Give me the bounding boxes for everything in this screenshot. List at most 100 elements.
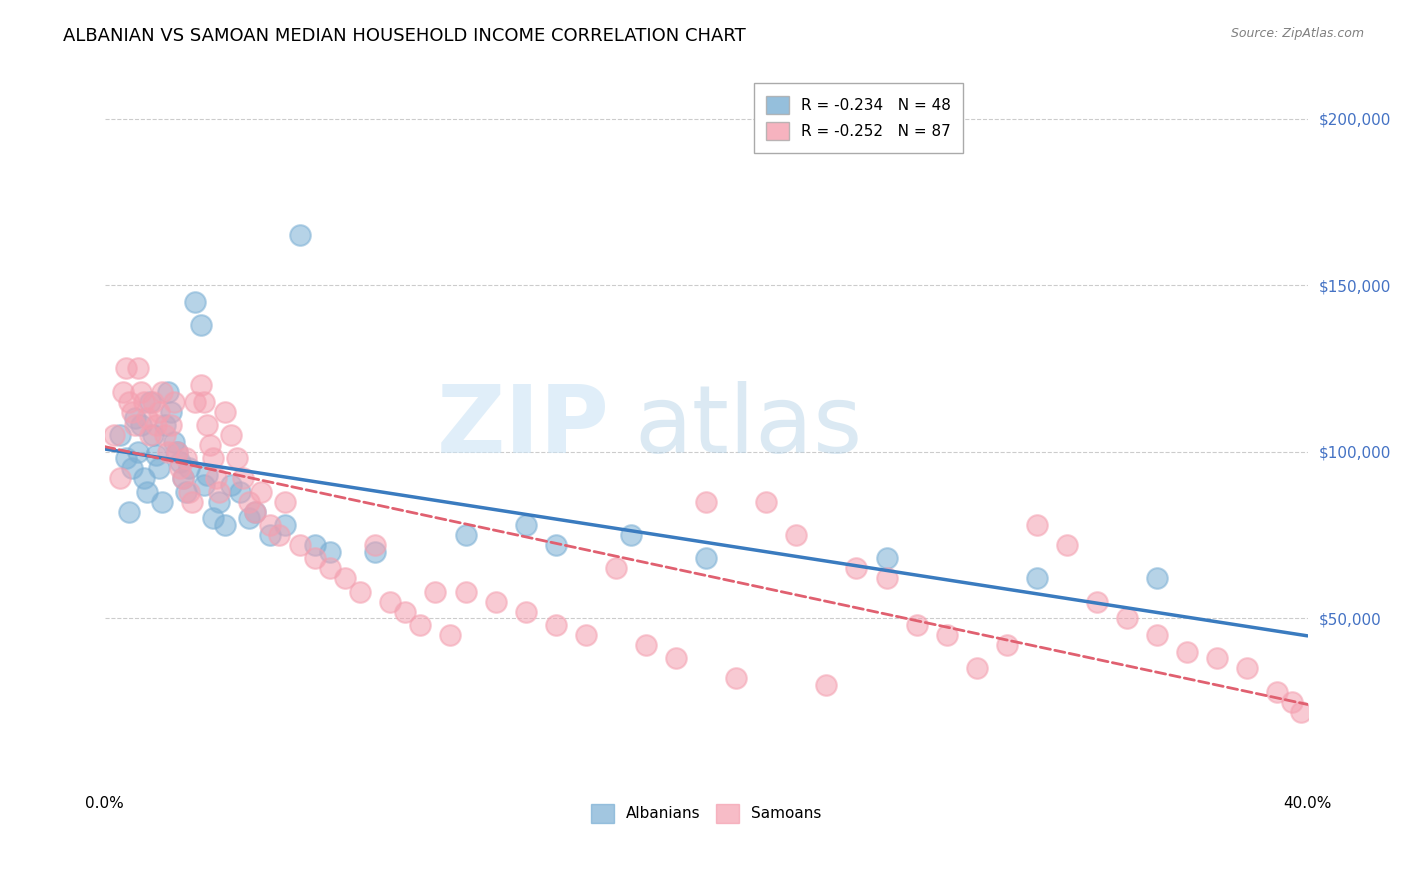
Point bbox=[1056, 538, 1078, 552]
Point bbox=[184, 394, 207, 409]
Point bbox=[364, 545, 387, 559]
Point bbox=[1281, 695, 1303, 709]
Point bbox=[201, 451, 224, 466]
Point bbox=[208, 484, 231, 499]
Point bbox=[129, 384, 152, 399]
Point bbox=[169, 461, 191, 475]
Point bbox=[172, 471, 194, 485]
Point bbox=[1116, 611, 1139, 625]
Point bbox=[1085, 595, 1108, 609]
Point bbox=[190, 318, 212, 333]
Point bbox=[575, 628, 598, 642]
Point bbox=[232, 471, 254, 485]
Point bbox=[177, 461, 200, 475]
Point bbox=[139, 428, 162, 442]
Point bbox=[177, 484, 200, 499]
Point bbox=[156, 445, 179, 459]
Point bbox=[274, 518, 297, 533]
Point bbox=[238, 495, 260, 509]
Point bbox=[174, 451, 197, 466]
Point bbox=[145, 418, 167, 433]
Point bbox=[193, 394, 215, 409]
Point bbox=[195, 418, 218, 433]
Point bbox=[259, 528, 281, 542]
Point bbox=[439, 628, 461, 642]
Point bbox=[845, 561, 868, 575]
Point bbox=[250, 484, 273, 499]
Point bbox=[148, 405, 170, 419]
Point bbox=[394, 605, 416, 619]
Point bbox=[319, 561, 342, 575]
Point bbox=[515, 518, 537, 533]
Point bbox=[121, 405, 143, 419]
Point bbox=[127, 445, 149, 459]
Point bbox=[238, 511, 260, 525]
Point bbox=[876, 551, 898, 566]
Point bbox=[695, 551, 717, 566]
Point bbox=[259, 518, 281, 533]
Point bbox=[103, 428, 125, 442]
Point bbox=[139, 394, 162, 409]
Point bbox=[174, 484, 197, 499]
Point bbox=[214, 405, 236, 419]
Point bbox=[153, 428, 176, 442]
Point bbox=[121, 461, 143, 475]
Point bbox=[785, 528, 807, 542]
Point bbox=[163, 434, 186, 449]
Point bbox=[226, 451, 249, 466]
Point bbox=[208, 495, 231, 509]
Point bbox=[876, 571, 898, 585]
Point bbox=[142, 394, 165, 409]
Point bbox=[193, 478, 215, 492]
Point bbox=[243, 505, 266, 519]
Point bbox=[544, 618, 567, 632]
Point bbox=[1291, 705, 1313, 719]
Point bbox=[160, 405, 183, 419]
Point bbox=[1236, 661, 1258, 675]
Point bbox=[166, 445, 188, 459]
Point bbox=[114, 451, 136, 466]
Point bbox=[364, 538, 387, 552]
Point bbox=[620, 528, 643, 542]
Point bbox=[198, 438, 221, 452]
Point bbox=[142, 428, 165, 442]
Point bbox=[380, 595, 402, 609]
Point bbox=[184, 294, 207, 309]
Point bbox=[319, 545, 342, 559]
Point bbox=[288, 538, 311, 552]
Point bbox=[129, 418, 152, 433]
Point bbox=[274, 495, 297, 509]
Point bbox=[966, 661, 988, 675]
Point bbox=[118, 394, 141, 409]
Point bbox=[695, 495, 717, 509]
Point bbox=[145, 448, 167, 462]
Point bbox=[156, 384, 179, 399]
Point bbox=[214, 518, 236, 533]
Point bbox=[425, 584, 447, 599]
Point bbox=[190, 378, 212, 392]
Point bbox=[166, 445, 188, 459]
Point bbox=[114, 361, 136, 376]
Point bbox=[815, 678, 838, 692]
Point bbox=[132, 471, 155, 485]
Point bbox=[180, 495, 202, 509]
Point bbox=[169, 455, 191, 469]
Point bbox=[335, 571, 357, 585]
Point bbox=[132, 394, 155, 409]
Text: ALBANIAN VS SAMOAN MEDIAN HOUSEHOLD INCOME CORRELATION CHART: ALBANIAN VS SAMOAN MEDIAN HOUSEHOLD INCO… bbox=[63, 27, 747, 45]
Point bbox=[267, 528, 290, 542]
Point bbox=[304, 538, 326, 552]
Point bbox=[304, 551, 326, 566]
Point bbox=[1146, 628, 1168, 642]
Point bbox=[905, 618, 928, 632]
Text: Source: ZipAtlas.com: Source: ZipAtlas.com bbox=[1230, 27, 1364, 40]
Text: atlas: atlas bbox=[634, 381, 862, 473]
Point bbox=[755, 495, 778, 509]
Point bbox=[153, 418, 176, 433]
Point bbox=[349, 584, 371, 599]
Point bbox=[108, 428, 131, 442]
Point bbox=[544, 538, 567, 552]
Point bbox=[163, 394, 186, 409]
Point bbox=[201, 511, 224, 525]
Point bbox=[665, 651, 688, 665]
